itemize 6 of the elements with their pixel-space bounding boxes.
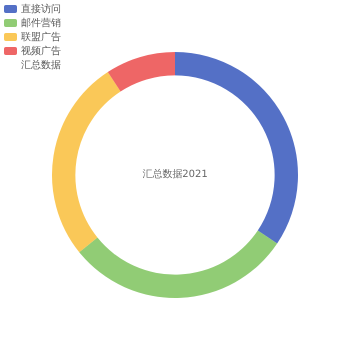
legend-label: 直接访问 [21,2,61,16]
text: 汇总数据 [21,58,61,72]
legend-label: 邮件营销 [21,16,61,30]
text: 汇总数据2021 [141,168,209,181]
legend-label: 视频广告 [21,44,61,58]
legend-label: 联盟广告 [21,30,61,44]
